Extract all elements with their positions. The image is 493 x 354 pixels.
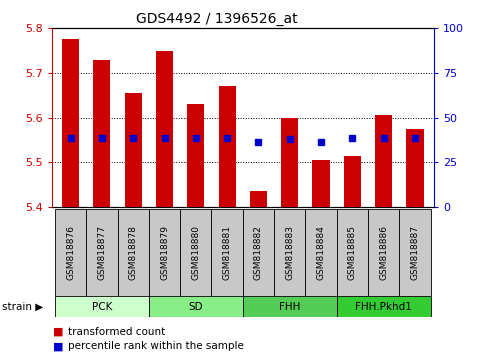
Text: GSM818876: GSM818876: [66, 225, 75, 280]
Bar: [344, 156, 361, 207]
Bar: [337, 209, 368, 296]
Bar: [281, 118, 298, 207]
Text: GSM818885: GSM818885: [348, 225, 357, 280]
Bar: [86, 209, 117, 296]
Text: GSM818882: GSM818882: [254, 225, 263, 280]
Text: GSM818880: GSM818880: [191, 225, 200, 280]
Bar: [55, 296, 149, 317]
Bar: [313, 160, 330, 207]
Text: transformed count: transformed count: [68, 327, 165, 337]
Bar: [399, 209, 431, 296]
Text: GSM818883: GSM818883: [285, 225, 294, 280]
Text: GSM818886: GSM818886: [379, 225, 388, 280]
Bar: [125, 93, 142, 207]
Text: percentile rank within the sample: percentile rank within the sample: [68, 341, 244, 351]
Bar: [406, 129, 423, 207]
Bar: [55, 209, 86, 296]
Text: ■: ■: [53, 341, 64, 351]
Bar: [368, 209, 399, 296]
Bar: [306, 209, 337, 296]
Text: FHH: FHH: [279, 302, 300, 312]
Bar: [274, 209, 306, 296]
Bar: [180, 209, 211, 296]
Bar: [187, 104, 205, 207]
Text: strain ▶: strain ▶: [2, 302, 44, 312]
Bar: [62, 40, 79, 207]
Bar: [93, 59, 110, 207]
Bar: [211, 209, 243, 296]
Text: GSM818879: GSM818879: [160, 225, 169, 280]
Text: ■: ■: [53, 327, 64, 337]
Bar: [375, 115, 392, 207]
Text: GDS4492 / 1396526_at: GDS4492 / 1396526_at: [136, 12, 298, 27]
Text: FHH.Pkhd1: FHH.Pkhd1: [355, 302, 412, 312]
Bar: [337, 296, 431, 317]
Text: GSM818887: GSM818887: [411, 225, 420, 280]
Bar: [243, 209, 274, 296]
Bar: [149, 209, 180, 296]
Bar: [218, 86, 236, 207]
Text: GSM818878: GSM818878: [129, 225, 138, 280]
Text: GSM818877: GSM818877: [98, 225, 106, 280]
Bar: [156, 51, 173, 207]
Text: GSM818884: GSM818884: [317, 225, 325, 280]
Bar: [250, 192, 267, 207]
Text: SD: SD: [188, 302, 203, 312]
Text: GSM818881: GSM818881: [223, 225, 232, 280]
Bar: [149, 296, 243, 317]
Text: PCK: PCK: [92, 302, 112, 312]
Bar: [117, 209, 149, 296]
Bar: [243, 296, 337, 317]
